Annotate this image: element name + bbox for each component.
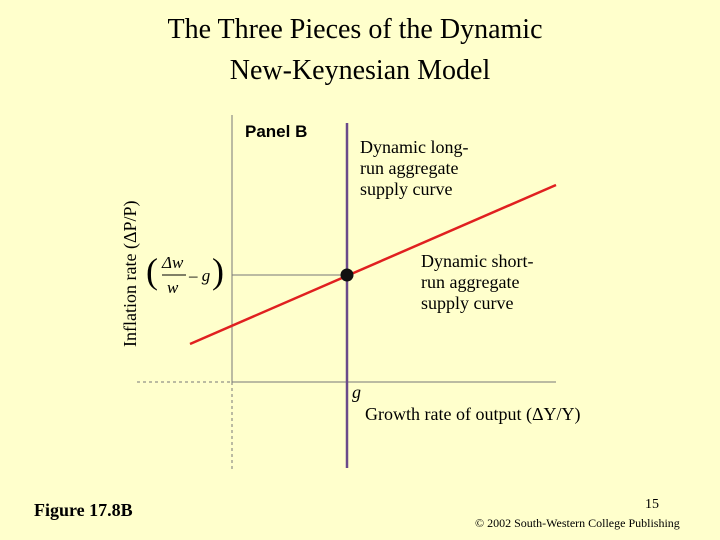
long-run-label: run aggregate [360, 158, 458, 178]
equilibrium-point [340, 268, 354, 282]
page-number: 15 [645, 497, 659, 512]
short-run-label: Dynamic short- [421, 251, 533, 271]
short-run-curve [189, 183, 557, 346]
copyright: © 2002 South-Western College Publishing [475, 516, 680, 530]
panel-label: Panel B [245, 122, 307, 141]
x-marker-label: g [352, 382, 361, 402]
fraction-numerator: Δw [161, 253, 184, 272]
long-run-label: Dynamic long- [360, 137, 468, 157]
long-run-label: supply curve [360, 179, 452, 199]
y-axis-label: Inflation rate (ΔP/P) [120, 200, 141, 347]
short-run-label: run aggregate [421, 272, 519, 292]
title-line: The Three Pieces of the Dynamic [167, 14, 542, 45]
paren: ) [212, 251, 224, 291]
paren: ( [146, 251, 158, 291]
title-line: New-Keynesian Model [230, 55, 491, 86]
fraction-denominator: w [167, 278, 179, 297]
fraction-rest: – g [188, 266, 210, 285]
short-run-label: supply curve [421, 293, 513, 313]
figure-label: Figure 17.8B [34, 500, 133, 520]
x-axis-label: Growth rate of output (ΔY/Y) [365, 404, 581, 425]
